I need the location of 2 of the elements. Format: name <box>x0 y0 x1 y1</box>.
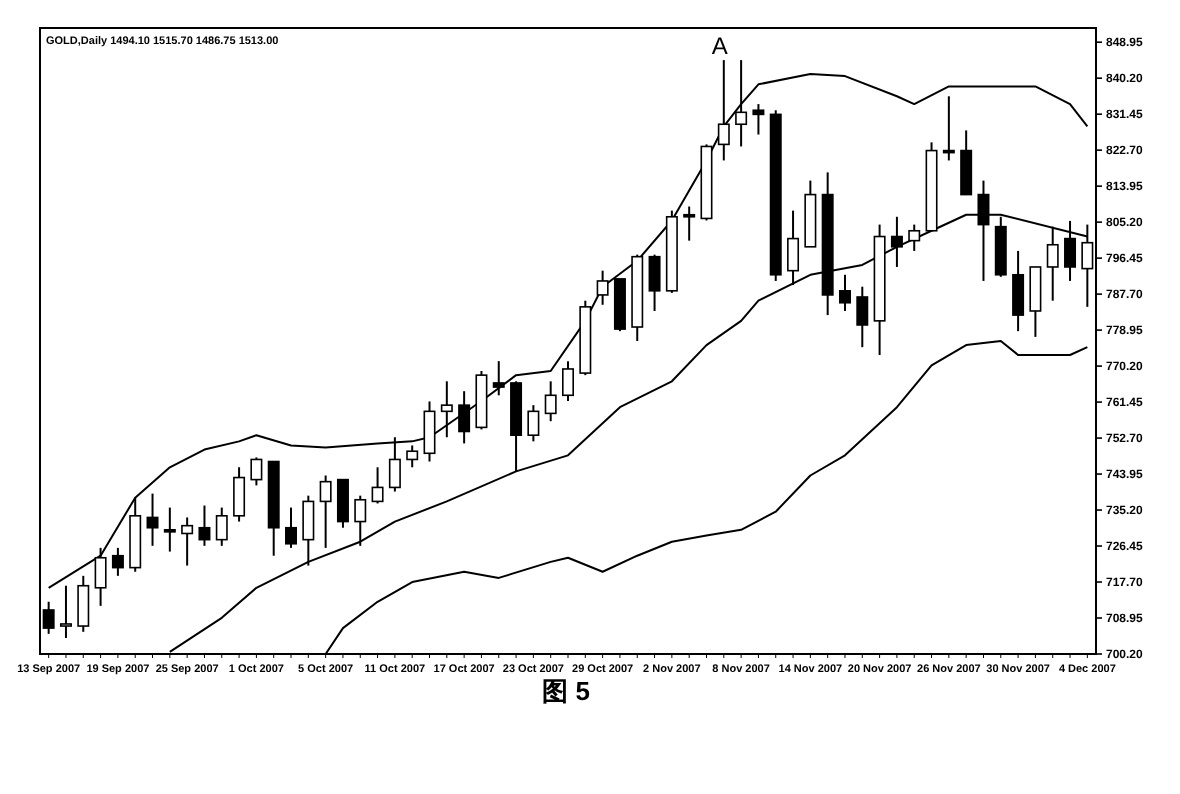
caption: 图 5 <box>542 676 590 706</box>
annotation: A <box>711 32 728 61</box>
